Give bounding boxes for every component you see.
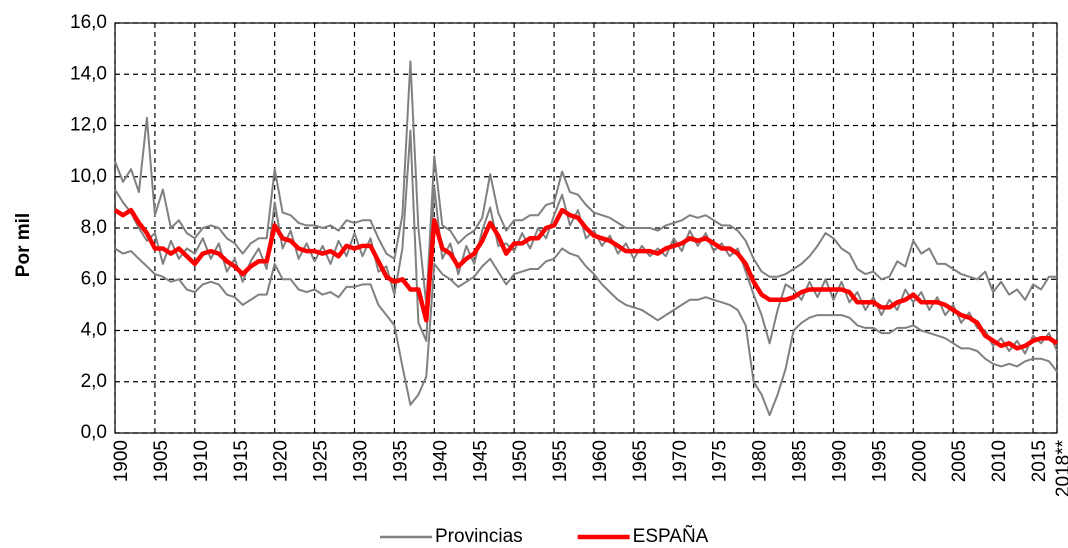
x-tick-label: 1975 (710, 440, 731, 482)
x-tick-label: 2005 (949, 440, 970, 482)
data-line (114, 60, 1057, 306)
x-tick-label: 1950 (510, 440, 531, 482)
x-tick-label: 1930 (351, 440, 372, 482)
y-tick-label: 12,0 (70, 115, 107, 136)
x-tick-label: 1955 (550, 440, 571, 482)
x-tick-label: 1980 (750, 440, 771, 482)
x-tick-label: 1935 (390, 440, 411, 482)
x-tick-label: 1970 (670, 440, 691, 482)
y-tick-label: 10,0 (70, 166, 107, 187)
legend-label: ESPAÑA (633, 525, 709, 547)
x-tick-label: 2000 (909, 440, 930, 482)
y-tick-label: 6,0 (81, 268, 107, 289)
legend-label: Provincias (435, 526, 523, 547)
x-tick-label: 1905 (151, 440, 172, 482)
y-tick-label: 4,0 (81, 320, 107, 341)
y-tick-label: 0,0 (81, 422, 107, 443)
x-tick-label: 1900 (111, 440, 132, 482)
x-tick-label: 1965 (630, 440, 651, 482)
y-tick-label: 2,0 (81, 371, 107, 392)
x-tick-label: 2010 (989, 440, 1010, 482)
x-tick-label: 1940 (430, 440, 451, 482)
x-tick-label: 1925 (311, 440, 332, 482)
x-tick-label: 1985 (790, 440, 811, 482)
x-tick-label: 2015 (1029, 440, 1050, 482)
data-line (114, 247, 1058, 417)
x-tick-label: 1995 (869, 440, 890, 482)
y-tick-label: 16,0 (70, 12, 107, 33)
x-tick-label: 1920 (271, 440, 292, 482)
x-tick-label: 1990 (829, 440, 850, 482)
y-tick-label: 14,0 (70, 63, 107, 84)
x-tick-label: 1915 (231, 440, 252, 482)
data-line (114, 129, 1058, 355)
y-tick-label: 8,0 (81, 217, 107, 238)
plot-border (114, 22, 1058, 434)
data-line (113, 207, 1059, 351)
x-tick-label: 2018** (1053, 439, 1068, 497)
x-tick-label: 1960 (590, 440, 611, 482)
y-axis-label: Por mil (13, 213, 34, 277)
x-tick-label: 1945 (470, 440, 491, 482)
x-tick-label: 1910 (191, 440, 212, 482)
